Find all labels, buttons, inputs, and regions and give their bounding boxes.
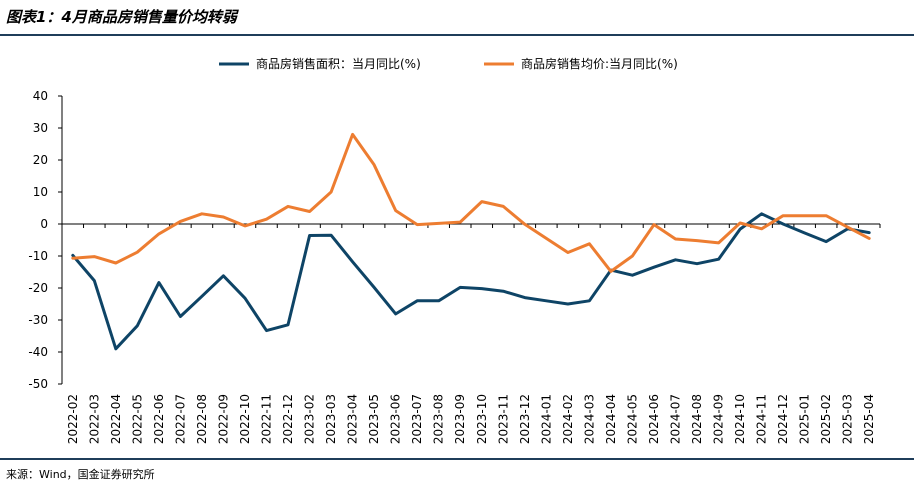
x-tick-label: 2022-07 — [173, 394, 187, 444]
footer-divider — [0, 458, 914, 460]
x-tick-label: 2024-06 — [647, 394, 661, 444]
x-tick-label: 2025-01 — [798, 394, 812, 444]
x-tick-label: 2023-02 — [303, 394, 317, 444]
legend: 商品房销售面积：当月同比(%) 商品房销售均价:当月同比(%) — [219, 56, 678, 71]
x-tick-label: 2022-10 — [238, 394, 252, 444]
x-tick-label: 2024-04 — [604, 394, 618, 444]
source-note: 来源：Wind，国金证券研究所 — [6, 468, 155, 481]
y-tick-label: -10 — [28, 249, 48, 263]
x-tick-label: 2024-09 — [712, 394, 726, 444]
y-tick-label: 0 — [40, 217, 48, 231]
x-tick-label: 2023-12 — [518, 394, 532, 444]
legend-label-2: 商品房销售均价:当月同比(%) — [521, 56, 678, 71]
y-tick-label: 30 — [33, 121, 48, 135]
x-tick-label: 2022-05 — [130, 394, 144, 444]
y-tick-label: -20 — [28, 281, 48, 295]
x-tick-label: 2025-02 — [819, 394, 833, 444]
x-tick-label: 2024-03 — [582, 394, 596, 444]
chart-title: 图表1：4月商品房销售量价均转弱 — [6, 8, 237, 26]
x-tick-label: 2022-09 — [216, 394, 230, 444]
y-tick-label: 10 — [33, 185, 48, 199]
x-tick-label: 2024-12 — [776, 394, 790, 444]
x-axis: 2022-02 2022-03 2022-04 2022-05 2022-06 2022-… — [61, 223, 881, 444]
x-tick-label: 2024-11 — [755, 394, 769, 444]
x-tick-label: 2024-08 — [690, 394, 704, 444]
x-tick-label: 2023-11 — [496, 394, 510, 444]
legend-label-1: 商品房销售面积：当月同比(%) — [256, 56, 421, 71]
x-tick-label: 2023-04 — [346, 394, 360, 444]
series-line-2 — [71, 132, 871, 273]
x-tick-label: 2025-04 — [862, 394, 876, 444]
y-tick-label: -50 — [28, 377, 48, 391]
x-tick-label: 2023-05 — [367, 394, 381, 444]
x-tick-label: 2022-08 — [195, 394, 209, 444]
title-divider — [0, 34, 914, 36]
y-tick-label: -40 — [28, 345, 48, 359]
x-tick-label: 2022-11 — [260, 394, 274, 444]
x-tick-label: 2023-08 — [432, 394, 446, 444]
y-axis: -50 -40 -30 -20 -10 0 10 20 30 40 — [28, 89, 63, 391]
x-tick-label: 2022-12 — [281, 394, 295, 444]
x-tick-label: 2022-04 — [109, 394, 123, 444]
x-tick-label: 2023-10 — [475, 394, 489, 444]
x-tick-label: 2024-01 — [539, 394, 553, 444]
y-tick-label: 40 — [33, 89, 48, 103]
x-tick-label: 2024-05 — [625, 394, 639, 444]
x-tick-label: 2023-06 — [389, 394, 403, 444]
x-tick-label: 2024-07 — [669, 394, 683, 444]
x-tick-label: 2023-07 — [410, 394, 424, 444]
x-tick-label: 2022-02 — [66, 394, 80, 444]
x-tick-label: 2022-03 — [87, 394, 101, 444]
y-tick-label: -30 — [28, 313, 48, 327]
x-tick-label: 2022-06 — [152, 394, 166, 444]
x-tick-label: 2025-03 — [841, 394, 855, 444]
series-line-1 — [71, 212, 871, 351]
series-lines — [71, 132, 871, 351]
x-tick-label: 2024-10 — [733, 394, 747, 444]
x-tick-label: 2023-03 — [324, 394, 338, 444]
x-tick-label: 2024-02 — [561, 394, 575, 444]
y-tick-label: 20 — [33, 153, 48, 167]
line-chart: 商品房销售面积：当月同比(%) 商品房销售均价:当月同比(%) -50 -40 -30… — [28, 56, 881, 444]
x-tick-label: 2023-09 — [453, 394, 467, 444]
